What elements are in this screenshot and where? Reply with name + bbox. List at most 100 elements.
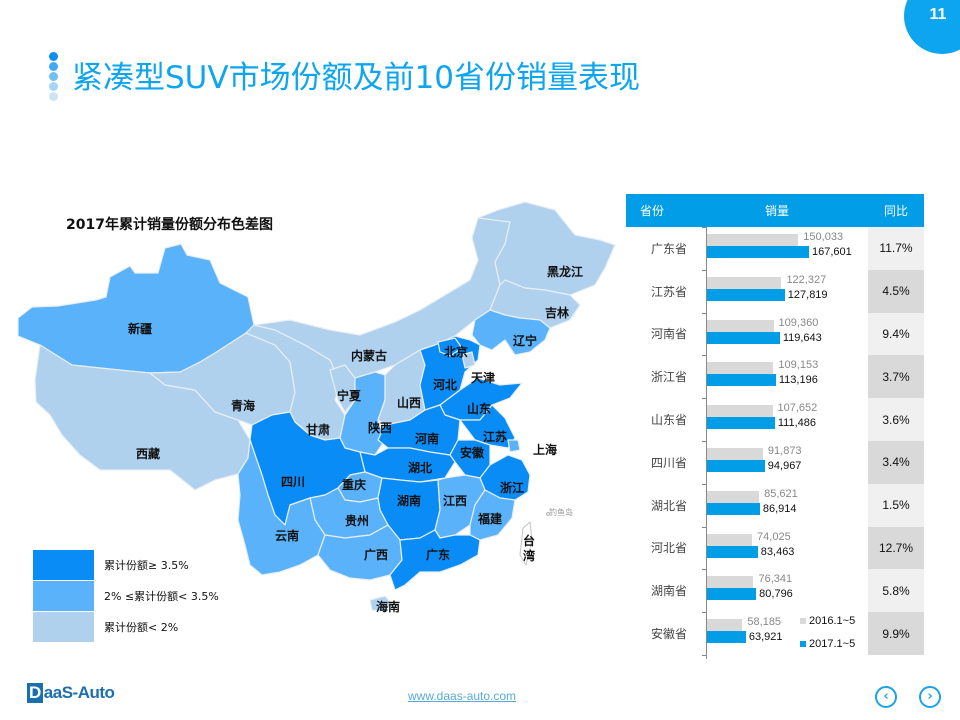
province-label: 湖北	[408, 461, 433, 475]
table-row: 广东省 150,033 167,601 11.7%	[626, 227, 924, 270]
province-label: 重庆	[342, 478, 367, 492]
province-label: 四川	[281, 475, 306, 489]
province-name: 河北省	[650, 541, 687, 556]
sales-bars: 76,341 80,796	[696, 569, 868, 612]
island-label: 钓鱼岛	[549, 508, 573, 517]
region-hainan	[369, 595, 393, 613]
bar-2016	[707, 490, 760, 503]
sales-bars: 74,025 83,463	[696, 527, 868, 570]
header-province: 省份	[640, 204, 665, 218]
chart-legend-2017: 2017.1~5	[800, 638, 855, 650]
province-label: 山西	[397, 396, 422, 410]
province-label: 湖南	[397, 494, 422, 508]
bar-2016	[707, 362, 774, 375]
province-label: 海南	[376, 600, 401, 614]
bar-2017	[707, 288, 785, 301]
value-2017: 111,486	[777, 417, 816, 430]
bar-2016	[707, 405, 773, 418]
yoy-value: 12.7%	[868, 526, 924, 570]
map-title: 2017年累计销量份额分布色差图	[66, 217, 273, 233]
title-dot	[49, 82, 58, 91]
axis-tick	[702, 441, 707, 442]
axis-tick	[702, 312, 707, 314]
bar-2017	[707, 631, 746, 644]
legend-swatch-mid	[33, 580, 94, 611]
axis-tick	[702, 483, 707, 485]
region-heilongjiang	[477, 201, 616, 296]
bar-2016	[707, 576, 754, 589]
value-2016: 85,621	[764, 487, 798, 500]
yoy-value: 4.5%	[868, 269, 924, 313]
legend-label: 累计份额≥ 3.5%	[104, 558, 189, 572]
axis-tick	[702, 355, 707, 357]
page-title: 紧凑型SUV市场份额及前10省份销量表现	[72, 60, 641, 96]
legend-item: 2% ≤累计份额< 3.5%	[33, 580, 219, 611]
value-2017: 94,967	[767, 459, 802, 472]
province-label: 江苏	[483, 430, 508, 444]
table-row: 河北省 74,025 83,463 12.7%	[626, 526, 924, 570]
province-label: 内蒙古	[351, 349, 388, 363]
website-link[interactable]: www.daas-auto.com	[408, 689, 517, 703]
legend-label-2017: 2017.1~5	[809, 638, 856, 650]
map-legend: 累计份额≥ 3.5% 2% ≤累计份额< 3.5% 累计份额< 2%	[33, 549, 219, 642]
province-name: 四川省	[650, 455, 687, 470]
province-name: 江苏省	[650, 284, 687, 299]
province-name: 浙江省	[650, 370, 687, 385]
bar-2016	[707, 276, 782, 289]
province-label: 新疆	[128, 322, 153, 336]
yoy-value: 5.8%	[868, 569, 924, 613]
table-row: 安徽省 58,185 63,921 9.9%	[626, 612, 924, 655]
legend-marker-2017	[800, 641, 806, 647]
province-label: 西藏	[136, 447, 161, 461]
bar-2017	[707, 545, 758, 558]
axis-tick	[702, 398, 707, 400]
region-yunnan	[237, 439, 326, 576]
value-2016: 109,153	[778, 359, 819, 372]
province-name: 山东省	[650, 413, 687, 428]
province-label: 上海	[533, 443, 558, 457]
sales-bars: 107,652 111,486	[696, 398, 868, 441]
next-page-button[interactable]: ›	[919, 686, 941, 708]
bar-2017	[707, 374, 776, 387]
value-2017: 80,796	[759, 588, 793, 601]
axis-tick	[702, 227, 707, 228]
china-map	[0, 195, 640, 625]
province-label: 青海	[231, 399, 256, 413]
region-shanghai	[507, 439, 521, 453]
legend-item: 累计份额< 2%	[33, 611, 219, 642]
header-sales: 销量	[764, 204, 789, 218]
sales-bars: 109,360 119,643	[696, 313, 868, 356]
axis-tick	[702, 269, 707, 271]
province-label: 天津	[471, 371, 496, 385]
table-row: 湖南省 76,341 80,796 5.8%	[626, 569, 924, 613]
region-liaoning	[471, 309, 551, 356]
table-row: 江苏省 122,327 127,819 4.5%	[626, 269, 924, 313]
value-2016: 109,360	[778, 316, 819, 329]
province-label: 江西	[443, 494, 468, 508]
title-dot	[49, 72, 58, 81]
chevron-left-icon: ‹	[883, 689, 889, 704]
yoy-value: 9.9%	[868, 612, 924, 655]
header-yoy: 同比	[883, 204, 908, 218]
title-dot	[49, 92, 58, 101]
table-row: 山东省 107,652 111,486 3.6%	[626, 398, 924, 441]
prev-page-button[interactable]: ‹	[875, 686, 897, 708]
table-row: 湖北省 85,621 86,914 1.5%	[626, 483, 924, 527]
value-2017: 127,819	[787, 288, 828, 301]
bar-2016	[707, 533, 753, 546]
region-beijing	[437, 337, 463, 357]
value-2017: 86,914	[762, 502, 797, 515]
bar-2016	[707, 619, 743, 632]
bar-2017	[707, 588, 757, 601]
value-2016: 150,033	[803, 231, 844, 243]
province-label: 福建	[478, 512, 503, 526]
sales-bars: 58,185 63,921	[696, 612, 868, 655]
region-diaoyu	[545, 511, 551, 517]
value-2016: 91,873	[767, 444, 802, 457]
sales-bars: 122,327 127,819	[696, 270, 868, 313]
bar-2017	[707, 417, 775, 430]
province-label: 山东	[467, 402, 492, 416]
logo-d-mark: D	[27, 683, 43, 703]
